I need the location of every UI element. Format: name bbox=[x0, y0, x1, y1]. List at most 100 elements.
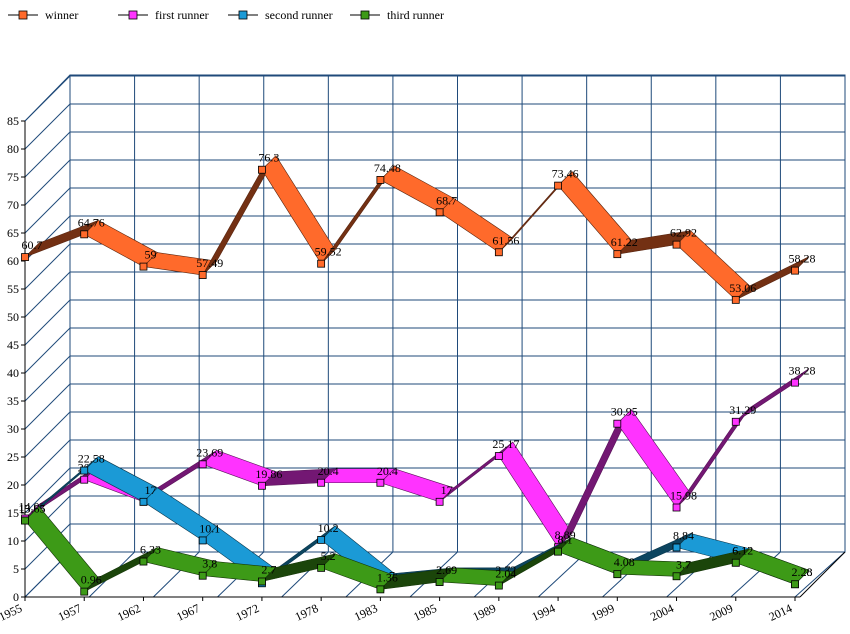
data-point bbox=[317, 259, 326, 268]
data-point bbox=[435, 497, 444, 506]
data-point bbox=[554, 181, 562, 190]
series-first-runner: 14.0220.951723.6919.8620.420.41725.178.8… bbox=[19, 364, 816, 552]
legend-label: second runner bbox=[265, 8, 333, 22]
grid bbox=[24, 74, 846, 598]
data-point bbox=[672, 543, 681, 552]
data-label: 5.2 bbox=[321, 549, 336, 563]
data-label: 73.46 bbox=[552, 167, 579, 181]
data-point bbox=[80, 587, 89, 596]
data-label: 3.7 bbox=[676, 557, 691, 571]
data-point bbox=[613, 570, 622, 579]
data-point bbox=[139, 557, 148, 566]
data-label: 61.22 bbox=[611, 235, 638, 249]
y-tick-label: 65 bbox=[7, 226, 19, 240]
data-point bbox=[791, 266, 799, 275]
y-tick-label: 55 bbox=[7, 282, 19, 296]
data-label: 61.56 bbox=[492, 233, 519, 247]
data-point bbox=[317, 535, 326, 544]
data-label: 10.2 bbox=[318, 521, 339, 535]
data-point bbox=[80, 475, 89, 484]
data-point bbox=[198, 536, 207, 545]
data-label: 57.49 bbox=[196, 256, 223, 270]
x-tick-label: 1972 bbox=[234, 601, 262, 624]
x-tick-label: 2009 bbox=[707, 601, 735, 624]
x-tick-label: 2004 bbox=[648, 601, 676, 624]
y-tick-label: 20 bbox=[7, 478, 19, 492]
data-label: 60.7 bbox=[22, 238, 43, 252]
legend-swatch bbox=[238, 10, 248, 20]
data-label: 62.92 bbox=[670, 226, 697, 240]
data-point bbox=[258, 165, 266, 174]
legend: winner first runner second runner third run… bbox=[8, 8, 444, 22]
data-label: 58.28 bbox=[789, 252, 816, 266]
y-tick-label: 0 bbox=[13, 590, 19, 604]
x-tick-label: 1967 bbox=[174, 601, 202, 624]
data-point bbox=[139, 262, 148, 271]
y-ticks: 0 5 10 15 20 25 30 35 40 45 50 55 60 65 70 75 80 85 bbox=[7, 114, 25, 604]
series-winner: 60.7 64.76 59 57.49 76.3 59.52 74.48 68.7 61.56 7… bbox=[21, 151, 816, 304]
data-point bbox=[554, 547, 562, 556]
data-label: 8.84 bbox=[673, 528, 694, 542]
floor-right-edge bbox=[799, 551, 846, 598]
y-tick-label: 85 bbox=[7, 114, 19, 128]
y-tick-label: 5 bbox=[13, 562, 19, 576]
data-point bbox=[198, 271, 207, 279]
data-label: 31.29 bbox=[729, 403, 756, 417]
data-label: 2.7 bbox=[261, 562, 276, 576]
x-tick-label: 1978 bbox=[293, 601, 321, 624]
series-third-runner: 13.65 0.96 6.33 3.8 2.7 5.2 1.36 2.69 2.04 8.1 4.0… bbox=[19, 502, 813, 596]
x-tick-label: 1989 bbox=[470, 601, 498, 624]
data-label: 10.1 bbox=[199, 521, 220, 535]
grid-line-side bbox=[24, 327, 71, 374]
y-tick-label: 60 bbox=[7, 254, 19, 268]
legend-swatch bbox=[360, 10, 370, 20]
data-point bbox=[731, 417, 740, 426]
data-point bbox=[613, 419, 622, 428]
grid-line-side bbox=[24, 439, 71, 486]
legend-label: third runner bbox=[387, 8, 444, 22]
y-tick-label: 75 bbox=[7, 170, 19, 184]
y-tick-label: 40 bbox=[7, 366, 19, 380]
data-point bbox=[791, 378, 799, 387]
legend-label: first runner bbox=[155, 8, 209, 22]
data-label: 19.86 bbox=[255, 467, 282, 481]
data-point bbox=[791, 580, 799, 589]
side-wall-edge bbox=[24, 74, 71, 122]
data-label: 6.33 bbox=[140, 543, 161, 557]
data-point bbox=[80, 466, 89, 475]
data-label: 64.76 bbox=[78, 215, 105, 229]
x-tick-label: 1999 bbox=[589, 601, 617, 624]
data-label: 15.98 bbox=[670, 489, 697, 503]
data-point bbox=[198, 460, 207, 469]
data-label: 22.58 bbox=[78, 452, 105, 466]
x-tick-label: 1955 bbox=[0, 601, 24, 624]
data-label: 4.08 bbox=[614, 555, 635, 569]
data-point bbox=[672, 240, 681, 249]
data-point bbox=[672, 503, 681, 512]
x-tick-label: 1983 bbox=[352, 601, 380, 624]
y-tick-label: 15 bbox=[7, 506, 19, 520]
data-label: 59 bbox=[144, 248, 156, 262]
grid-line-side bbox=[24, 383, 71, 430]
x-tick-label: 1957 bbox=[56, 601, 84, 624]
data-point bbox=[376, 585, 385, 594]
x-tick-label: 1994 bbox=[530, 601, 558, 624]
data-point bbox=[731, 558, 740, 567]
data-point bbox=[258, 577, 266, 586]
data-label: 17 bbox=[441, 483, 453, 497]
grid-line-side bbox=[24, 299, 71, 346]
data-label: 13.65 bbox=[19, 502, 46, 516]
y-tick-label: 30 bbox=[7, 422, 19, 436]
grid-line-side bbox=[24, 131, 71, 178]
data-label: 59.52 bbox=[315, 245, 342, 259]
y-tick-label: 25 bbox=[7, 450, 19, 464]
data-point bbox=[80, 230, 89, 239]
y-tick-label: 35 bbox=[7, 394, 19, 408]
x-ticks: 1955 1957 1962 1967 1972 1978 1983 1985 1989 1994… bbox=[0, 597, 796, 624]
data-label: 20.4 bbox=[377, 464, 398, 478]
ribbon-segment bbox=[735, 256, 810, 301]
data-label: 53.06 bbox=[729, 281, 756, 295]
legend-swatch bbox=[128, 10, 138, 20]
data-point bbox=[494, 248, 503, 257]
